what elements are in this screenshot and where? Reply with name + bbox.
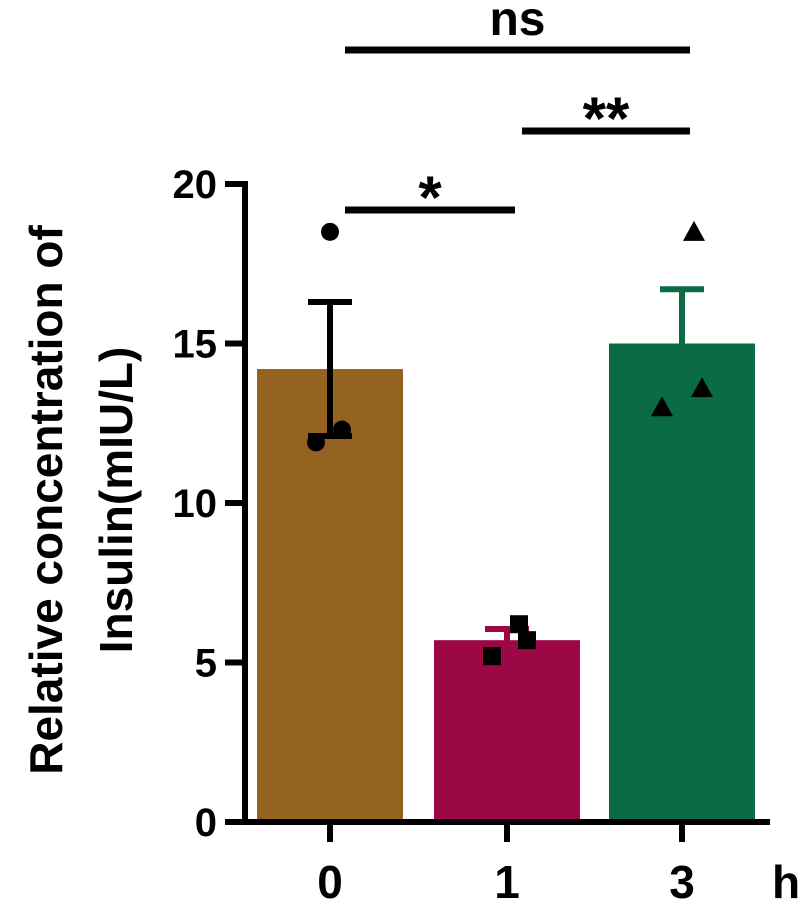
y-axis-title-line2: Insulin(mIU/L) <box>90 347 142 654</box>
data-point-0-2 <box>307 433 325 452</box>
y-axis-title-line1: Relative concentration of <box>20 225 72 775</box>
y-tick-label-20: 20 <box>173 163 218 207</box>
significance-bracket-0-1-label: * <box>418 164 442 231</box>
y-axis-title: Relative concentration of Insulin(mIU/L) <box>20 225 142 775</box>
data-point-1-2 <box>483 647 501 666</box>
x-tick-label-1: 1 <box>494 856 520 908</box>
data-point-1-1 <box>518 631 536 650</box>
data-point-3-0 <box>683 220 705 241</box>
significance-bracket-1-3-label: ** <box>583 85 630 152</box>
significance-bracket-0-3-label: ns <box>489 0 545 46</box>
x-axis-unit-label: h <box>772 856 800 908</box>
x-tick-label-3: 3 <box>669 856 695 908</box>
y-tick-label-15: 15 <box>173 323 218 367</box>
data-point-1-0 <box>510 615 528 634</box>
y-tick-label-0: 0 <box>195 801 217 845</box>
y-tick-label-5: 5 <box>195 642 217 686</box>
bar-0 <box>257 369 403 822</box>
data-point-3-2 <box>651 396 673 417</box>
data-point-0-1 <box>333 420 351 439</box>
x-tick-label-0: 0 <box>317 856 343 908</box>
bar-3 <box>609 343 755 822</box>
bar-1 <box>434 640 580 822</box>
data-point-0-0 <box>321 222 339 241</box>
y-tick-label-10: 10 <box>173 482 218 526</box>
data-point-3-1 <box>691 377 713 398</box>
